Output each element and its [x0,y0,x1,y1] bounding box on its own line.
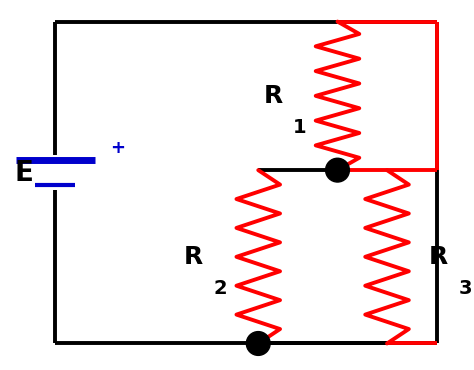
Text: +: + [109,139,125,157]
Text: 2: 2 [214,279,228,297]
Text: R: R [264,84,283,108]
Circle shape [326,158,349,182]
Text: E: E [14,159,33,186]
Circle shape [246,332,270,355]
Text: R: R [184,245,203,269]
Text: 3: 3 [458,279,472,297]
Text: R: R [429,245,448,269]
Text: 1: 1 [293,118,307,137]
